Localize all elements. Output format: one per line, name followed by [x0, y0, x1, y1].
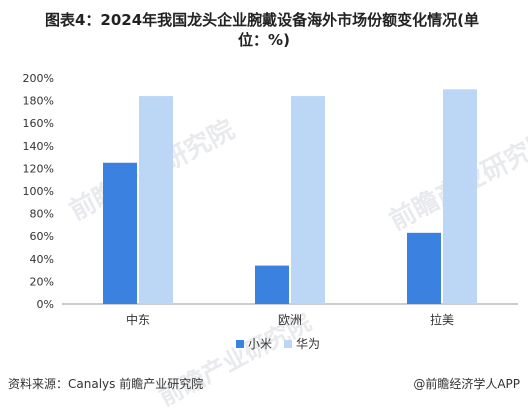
x-tick-label: 拉美: [430, 312, 454, 327]
brand-credit: @前瞻经济学人APP: [413, 377, 520, 391]
y-tick-label: 100%: [23, 185, 54, 198]
x-axis-ticks: 中东 欧洲 拉美: [126, 312, 454, 327]
legend-label: 华为: [296, 337, 320, 351]
chart-title-line2: 位：%): [238, 31, 290, 49]
y-tick-label: 0%: [37, 298, 54, 311]
x-tick-label: 欧洲: [278, 313, 302, 327]
y-tick-label: 200%: [23, 72, 54, 85]
bar-小米-欧洲: [255, 265, 289, 304]
legend: 小米 华为: [236, 337, 320, 351]
bar-chart: 0% 20% 40% 60% 80% 100% 120% 140% 160% 180% 200% 中…: [23, 72, 518, 351]
chart-title: 图表4：2024年我国龙头企业腕戴设备海外市场份额变化情况(单 位：%): [0, 10, 528, 50]
y-tick-label: 80%: [30, 208, 54, 221]
x-tick-label: 中东: [126, 312, 150, 327]
y-tick-label: 180%: [23, 95, 54, 108]
y-tick-label: 20%: [30, 275, 54, 288]
bar-小米-拉美: [407, 232, 441, 304]
y-axis-ticks: 0% 20% 40% 60% 80% 100% 120% 140% 160% 180% 200%: [23, 72, 54, 311]
bars: [103, 89, 477, 304]
y-tick-label: 120%: [23, 162, 54, 175]
legend-label: 小米: [248, 337, 272, 351]
legend-swatch: [284, 340, 292, 348]
y-tick-label: 60%: [30, 230, 54, 243]
bar-华为-拉美: [443, 89, 477, 304]
chart-title-line1: 图表4：2024年我国龙头企业腕戴设备海外市场份额变化情况(单: [44, 11, 480, 29]
y-tick-label: 160%: [23, 117, 54, 130]
bar-华为-中东: [139, 96, 173, 304]
source-note: 资料来源：Canalys 前瞻产业研究院: [8, 377, 204, 391]
legend-swatch: [236, 340, 244, 348]
bar-小米-中东: [103, 162, 137, 304]
y-tick-label: 140%: [23, 140, 54, 153]
y-tick-label: 40%: [30, 253, 54, 266]
bar-华为-欧洲: [291, 96, 325, 304]
